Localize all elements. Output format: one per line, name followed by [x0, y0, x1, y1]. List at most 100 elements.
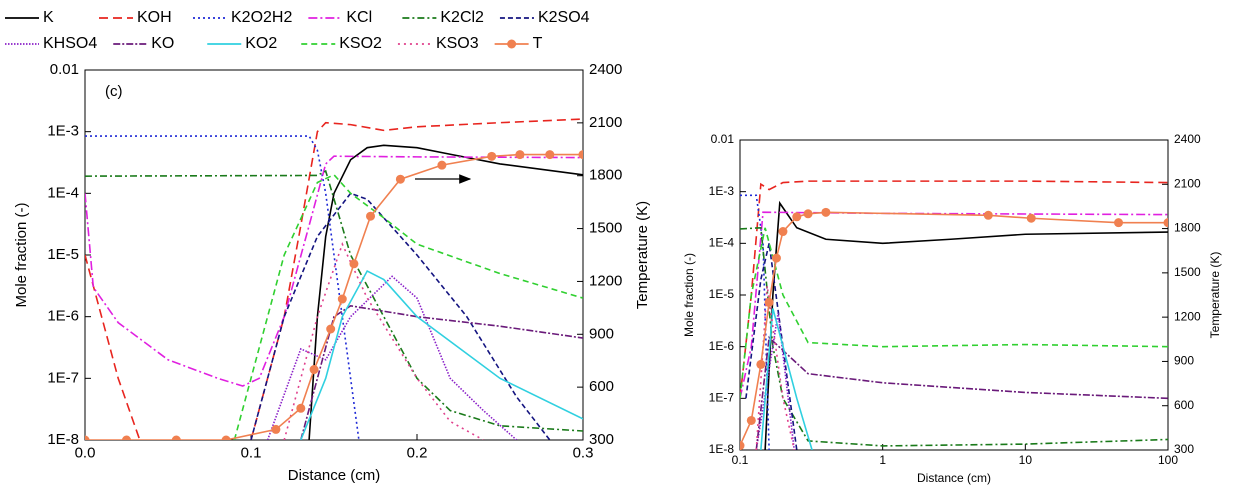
legend-label: KHSO4 — [43, 35, 97, 52]
y2-tick-label: 1200 — [589, 272, 622, 289]
data-point — [515, 150, 525, 160]
data-point — [171, 435, 181, 440]
y-axis-title: Mole fraction (-) — [13, 202, 30, 307]
y2-tick-label: 1200 — [1174, 309, 1201, 323]
x-tick-label: 10 — [1019, 453, 1033, 467]
y-tick-label: 1E-7 — [709, 391, 735, 405]
series-line — [755, 312, 796, 450]
legend-label: K — [43, 9, 54, 26]
x-axis-title: Distance (cm) — [288, 467, 381, 484]
series-line — [283, 241, 484, 440]
y2-tick-label: 900 — [589, 325, 614, 342]
data-point — [764, 297, 774, 307]
y2-tick-label: 2100 — [589, 114, 622, 131]
series-line — [85, 155, 583, 387]
y2-tick-label: 1800 — [1174, 221, 1201, 235]
y-tick-label: 1E-8 — [47, 431, 79, 448]
annotation: (c) — [105, 83, 123, 100]
data-point — [326, 324, 336, 334]
series-line — [740, 194, 770, 450]
y2-tick-label: 2400 — [589, 61, 622, 78]
data-point — [395, 174, 405, 184]
data-point — [85, 435, 90, 440]
y2-tick-label: 1500 — [589, 220, 622, 237]
data-point — [337, 294, 347, 304]
data-point — [771, 253, 781, 263]
series-line — [308, 144, 583, 440]
y2-tick-label: 600 — [1174, 398, 1194, 412]
data-point — [1163, 218, 1168, 228]
x-tick-label: 1 — [879, 453, 886, 467]
data-point — [1026, 213, 1036, 223]
series-line — [740, 226, 1168, 447]
y2-tick-label: 900 — [1174, 354, 1194, 368]
legend-label: KO — [151, 35, 174, 52]
series-line — [300, 304, 583, 440]
data-point — [545, 150, 555, 160]
series-line — [764, 200, 1168, 450]
data-point — [983, 210, 993, 220]
data-point — [366, 211, 376, 221]
data-point — [221, 435, 231, 440]
series-line — [85, 169, 583, 432]
series-line — [250, 192, 551, 440]
series-line — [740, 211, 1168, 446]
data-point — [122, 435, 131, 440]
series-line — [233, 173, 583, 440]
y2-axis-title: Temperature (K) — [634, 201, 651, 309]
series-line — [760, 308, 813, 450]
data-point — [437, 160, 447, 170]
y-tick-label: 1E-7 — [47, 369, 79, 386]
series-line — [85, 118, 583, 440]
y2-tick-label: 1800 — [589, 167, 622, 184]
x-axis-title: Distance (cm) — [917, 471, 991, 485]
y-tick-label: 1E-4 — [709, 236, 735, 250]
data-point — [309, 365, 319, 375]
series-line — [745, 243, 798, 450]
y-tick-label: 1E-3 — [709, 184, 735, 198]
x-tick-label: 100 — [1158, 453, 1178, 467]
y2-tick-label: 2100 — [1174, 176, 1201, 190]
series-line — [266, 275, 518, 440]
y-axis-title: Mole fraction (-) — [682, 253, 696, 337]
series-line — [755, 335, 1168, 450]
legend-label: T — [533, 35, 543, 52]
y-tick-label: 1E-5 — [709, 287, 735, 301]
series-line — [740, 211, 1168, 399]
data-point — [778, 227, 788, 237]
y2-tick-label: 600 — [589, 378, 614, 395]
y-tick-label: 1E-4 — [47, 184, 79, 201]
y2-tick-label: 300 — [589, 431, 614, 448]
legend-label: KO2 — [245, 35, 277, 52]
legend-label: KSO3 — [436, 35, 479, 52]
y-tick-label: 1E-3 — [47, 123, 79, 140]
legend-label: KSO2 — [339, 35, 382, 52]
data-point — [746, 415, 756, 425]
legend-label: KCl — [346, 9, 372, 26]
x-tick-label: 0.0 — [75, 444, 96, 461]
y2-tick-label: 1500 — [1174, 265, 1201, 279]
legend: K KOH K2O2H2 KCl K2Cl2 K2SO4 KHSO4 KO KO2 KSO2 KSO… — [5, 9, 590, 52]
legend-marker — [507, 39, 517, 49]
data-point — [756, 359, 766, 369]
y-tick-label: 0.01 — [50, 61, 79, 78]
legend-label: K2SO4 — [538, 9, 590, 26]
y-tick-label: 1E-6 — [709, 339, 735, 353]
plot-area — [85, 118, 583, 440]
data-point — [578, 150, 583, 160]
series-line — [740, 180, 1168, 399]
y-tick-label: 1E-5 — [47, 246, 79, 263]
x-tick-label: 0.3 — [573, 444, 594, 461]
y2-tick-label: 2400 — [1174, 132, 1201, 146]
x-tick-label: 0.1 — [732, 453, 749, 467]
x-tick-label: 0.1 — [241, 444, 262, 461]
data-point — [296, 403, 306, 413]
data-point — [1114, 218, 1124, 228]
y-tick-label: 1E-8 — [709, 442, 735, 456]
data-point — [740, 441, 745, 450]
data-point — [271, 424, 281, 434]
y2-axis-title: Temperature (K) — [1208, 252, 1222, 339]
y2-tick-label: 300 — [1174, 442, 1194, 456]
series-line — [85, 135, 360, 440]
